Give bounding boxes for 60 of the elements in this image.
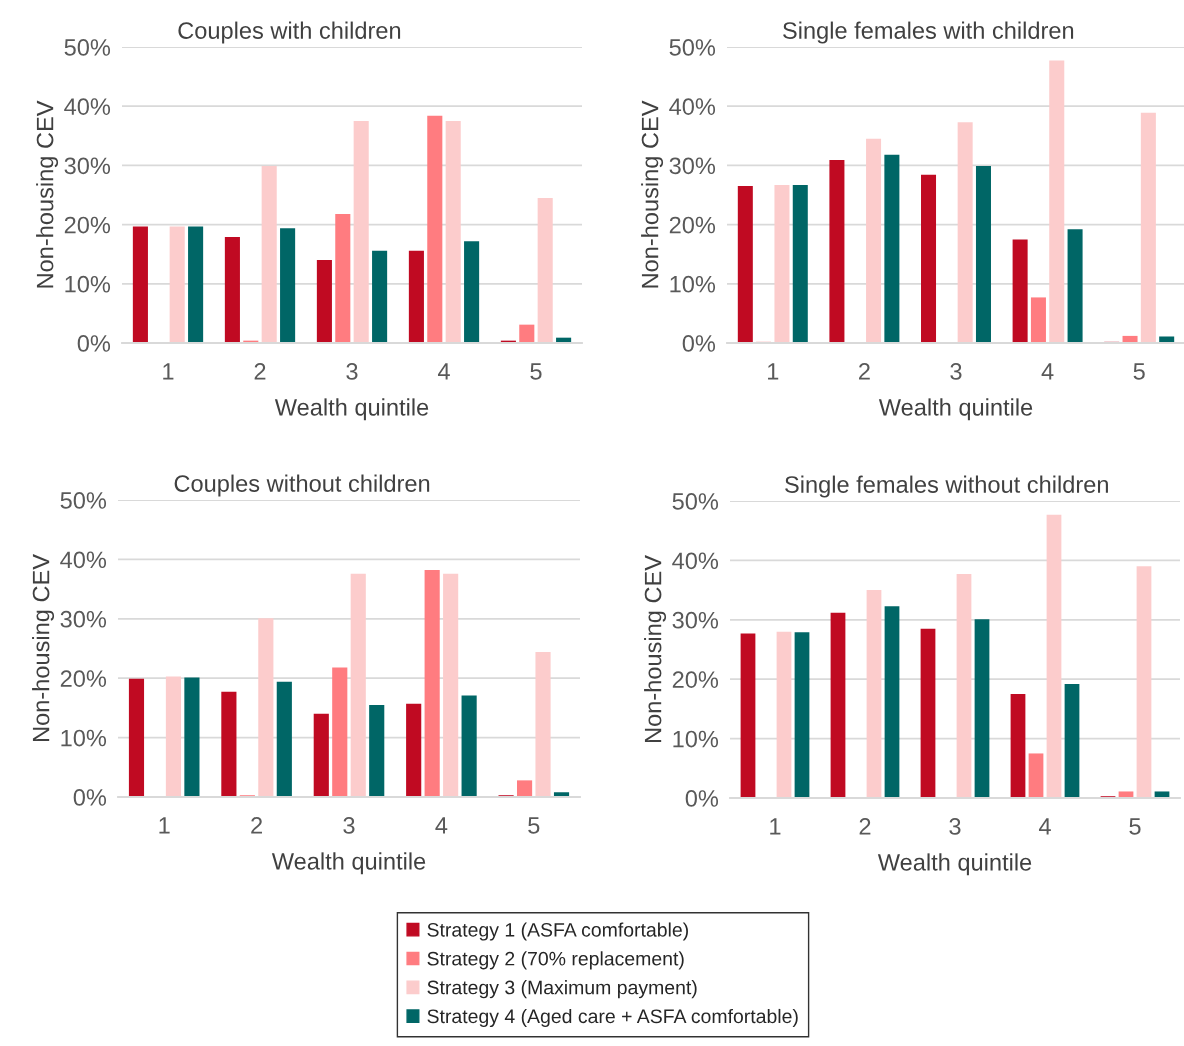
y-axis-title: Non-housing CEV	[32, 554, 55, 742]
x-axis-title: Wealth quintile	[878, 398, 1033, 421]
x-tick-label: 4	[435, 817, 448, 834]
legend-label: Strategy 3 (Maximum payment)	[427, 980, 697, 999]
y-tick-label: 30%	[60, 610, 107, 628]
legend-label: Strategy 1 (ASFA comfortable)	[427, 922, 688, 941]
x-tick-label: 5	[530, 363, 542, 380]
x-tick-label: 4	[437, 363, 450, 380]
y-tick-label: 40%	[669, 98, 716, 115]
chart-title: Single females with children	[783, 21, 1074, 44]
y-tick-label: 0%	[682, 335, 716, 352]
x-axis-title: Wealth quintile	[274, 398, 429, 421]
y-tick-label: 10%	[61, 729, 107, 747]
y-tick-label: 30%	[669, 157, 716, 175]
y-tick-label: 10%	[673, 730, 719, 748]
x-axis-title: Wealth quintile	[271, 852, 426, 875]
x-tick-label: 5	[528, 817, 540, 834]
chart-title: Couples without children	[174, 474, 430, 497]
x-tick-label: 2	[254, 363, 266, 380]
y-axis-title: Non-housing CEV	[644, 555, 667, 743]
y-tick-label: 40%	[64, 98, 111, 115]
x-tick-label: 4	[1038, 818, 1051, 835]
y-tick-label: 50%	[60, 492, 107, 509]
y-tick-label: 0%	[73, 789, 107, 806]
x-tick-label: 2	[859, 363, 870, 380]
y-tick-label: 10%	[65, 275, 111, 293]
x-tick-label: 1	[770, 818, 781, 835]
x-tick-label: 3	[950, 363, 962, 380]
y-tick-label: 0%	[685, 790, 719, 807]
x-tick-label: 3	[949, 818, 961, 835]
y-tick-label: 50%	[64, 39, 111, 56]
x-tick-label: 5	[1129, 818, 1141, 835]
x-axis-title: Wealth quintile	[877, 853, 1032, 876]
x-tick-label: 3	[343, 817, 355, 834]
x-tick-label: 3	[346, 363, 358, 380]
y-tick-label: 40%	[60, 551, 107, 569]
y-tick-label: 20%	[64, 216, 111, 234]
y-axis-title: Non-housing CEV	[36, 100, 59, 288]
x-tick-label: 1	[159, 817, 170, 834]
x-tick-label: 2	[251, 817, 262, 834]
y-tick-label: 40%	[672, 552, 719, 570]
y-tick-label: 10%	[670, 275, 716, 293]
y-tick-label: 20%	[672, 671, 719, 688]
y-tick-label: 50%	[672, 493, 719, 510]
x-tick-label: 1	[163, 363, 174, 380]
x-tick-label: 5	[1133, 363, 1145, 380]
y-tick-label: 50%	[669, 39, 716, 56]
chart-title: Single females without children	[785, 475, 1108, 498]
y-tick-label: 30%	[672, 611, 719, 629]
y-tick-label: 0%	[77, 335, 111, 352]
y-axis-title: Non-housing CEV	[641, 100, 664, 288]
legend-label: Strategy 4 (Aged care + ASFA comfortable)	[427, 1008, 798, 1028]
x-tick-label: 4	[1041, 363, 1054, 380]
x-tick-label: 1	[768, 363, 779, 380]
x-tick-label: 2	[859, 818, 871, 835]
y-tick-label: 20%	[60, 670, 107, 687]
y-tick-label: 20%	[669, 216, 716, 234]
legend-label: Strategy 2 (70% replacement)	[427, 951, 684, 970]
y-tick-label: 30%	[64, 157, 111, 175]
chart-title: Couples with children	[178, 21, 401, 44]
